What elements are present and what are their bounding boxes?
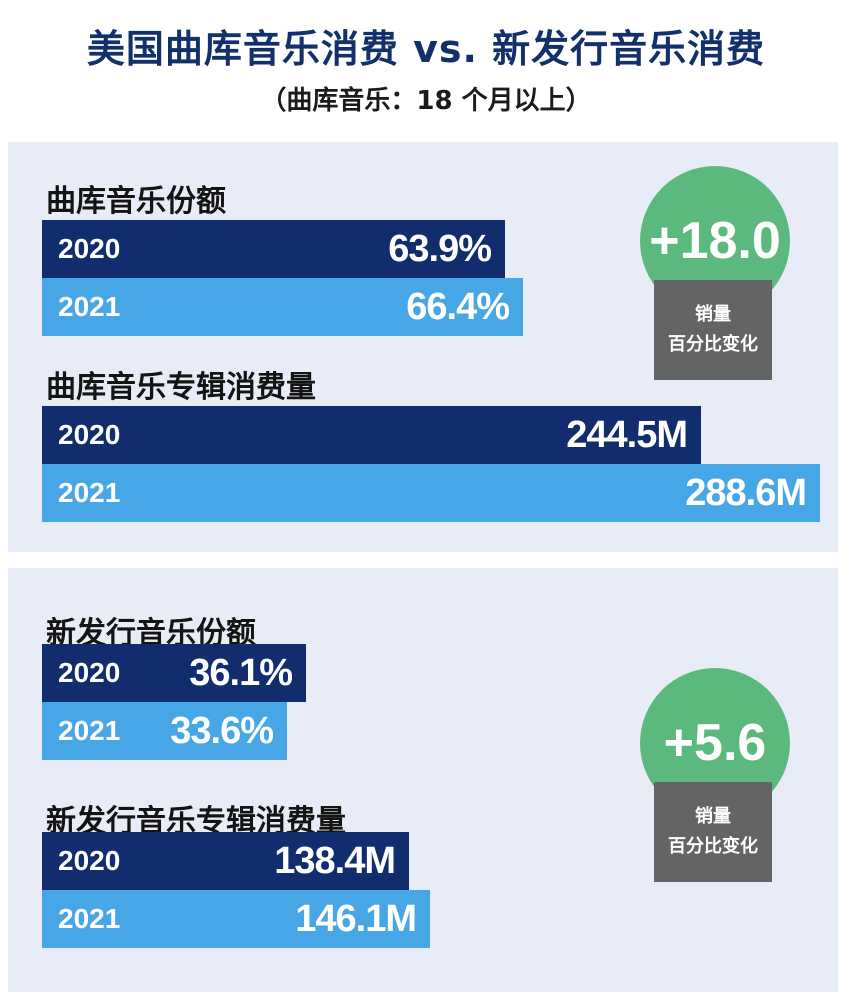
bar-value-label: 146.1M	[295, 898, 417, 940]
bar-2020: 2020 36.1%	[42, 644, 306, 702]
chart-subtitle: （曲库音乐：18 个月以上）	[260, 86, 592, 116]
bar-year-label: 2020	[58, 657, 121, 688]
catalog-change-label-line1: 销量	[695, 304, 731, 325]
new-release-panel: 新发行音乐份额 2020 36.1% 2021 33.6% 新发行音乐专辑消费量 20…	[8, 568, 838, 992]
bar-year-label: 2020	[58, 845, 121, 876]
catalog-share-title: 曲库音乐份额	[46, 184, 226, 219]
bar-2020: 2020 63.9%	[42, 220, 505, 278]
bar-value-label: 66.4%	[406, 286, 510, 328]
bar-value-label: 63.9%	[388, 228, 492, 270]
bar-value-label: 288.6M	[685, 472, 807, 514]
bar-2021: 2021 66.4%	[42, 278, 523, 336]
bar-year-label: 2021	[58, 903, 121, 934]
bar-year-label: 2021	[58, 477, 121, 508]
bar-value-label: 33.6%	[170, 710, 274, 752]
bar-value-label: 138.4M	[274, 840, 396, 882]
bar-value-label: 36.1%	[189, 652, 293, 694]
new-release-change-label: 销量 百分比变化	[654, 782, 772, 882]
bar-2021: 2021 33.6%	[42, 702, 287, 760]
bar-2020: 2020 138.4M	[42, 832, 409, 890]
new-release-change-label-line1: 销量	[695, 806, 731, 827]
bar-2021: 2021 146.1M	[42, 890, 430, 948]
chart-title: 美国曲库音乐消费 vs. 新发行音乐消费	[86, 27, 766, 71]
bar-value-label: 244.5M	[566, 414, 688, 456]
bar-year-label: 2020	[58, 233, 121, 264]
bar-year-label: 2021	[58, 715, 121, 746]
bar-year-label: 2021	[58, 291, 121, 322]
catalog-change-label-line2: 百分比变化	[668, 334, 758, 355]
bar-year-label: 2020	[58, 419, 121, 450]
catalog-change-label: 销量 百分比变化	[654, 280, 772, 380]
catalog-volume-title: 曲库音乐专辑消费量	[46, 370, 316, 405]
bar-2020: 2020 244.5M	[42, 406, 701, 464]
new-release-change-label-line2: 百分比变化	[668, 836, 758, 857]
catalog-panel: 曲库音乐份额 2020 63.9% 2021 66.4% 曲库音乐专辑消费量 2020…	[8, 142, 838, 552]
bar-2021: 2021 288.6M	[42, 464, 820, 522]
